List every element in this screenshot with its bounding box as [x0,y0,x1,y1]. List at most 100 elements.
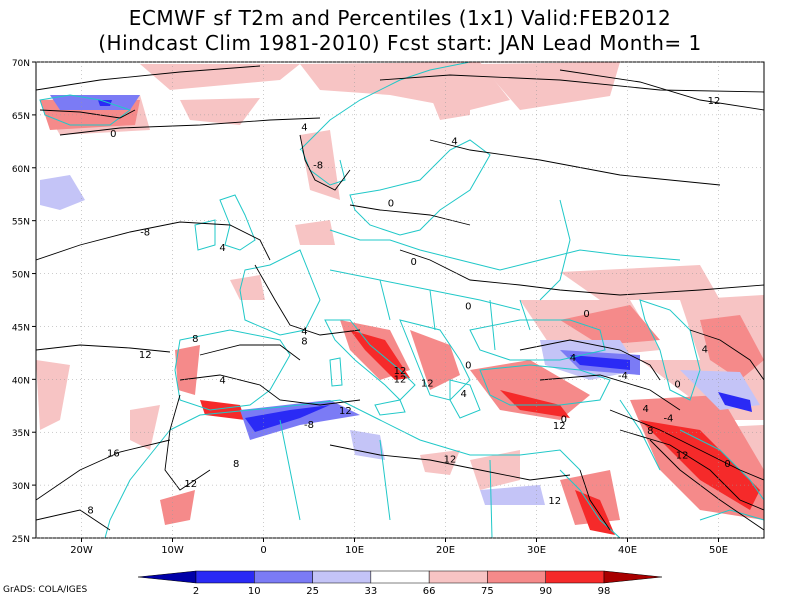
colorbar-label: 75 [481,586,494,597]
warm-anomaly-patch [300,130,340,200]
colorbar-label: 33 [364,586,377,597]
contour-label: 8 [301,336,307,347]
contour-label: 0 [110,129,116,140]
warm-anomaly-patch [430,92,470,120]
contour-line [399,249,764,296]
warm-anomaly-patch [230,275,265,300]
contour-label: -8 [313,161,323,172]
cold-anomaly-patch [240,400,360,440]
warm-anomaly-patch [130,405,160,450]
warm-anomaly-patch [470,450,520,490]
coastline-caspian [639,299,701,401]
cold-anomaly-patch [480,485,545,505]
warm-anomaly-patch [200,400,245,420]
country-borders [329,269,521,311]
country-borders [539,199,571,301]
contour-label: 4 [451,136,457,147]
country-borders [379,279,531,351]
contour-line [254,264,361,336]
warm-anomaly-patch [420,450,460,475]
coastline-west-africa [104,429,171,538]
lat-tick-label: 35N [12,429,30,439]
warm-anomaly-patch [410,330,460,390]
colorbar-swatch [254,570,313,584]
country-borders [279,399,661,538]
contour-label: -8 [140,227,150,238]
contour-label: 4 [219,243,225,254]
warm-anomaly-patch [500,390,570,418]
contour-label: 4 [219,375,225,386]
lat-tick-label: 60N [12,165,30,175]
coastline-sicily [374,399,406,416]
contour-label: 0 [583,309,589,320]
cold-anomaly-patch [245,405,330,432]
contour-line [36,509,111,531]
warm-anomaly-patch [180,98,260,125]
contour-line [36,439,171,501]
contour-label: 12 [676,450,689,461]
lat-tick-label: 55N [12,218,30,228]
lon-tick-label: 30E [527,545,546,556]
contour-line [199,344,301,361]
contour-line [36,221,271,261]
contour-label: 8 [192,334,198,345]
contour-label: 12 [553,421,566,432]
cold-anomaly-patch [718,392,752,412]
contour-label: 0 [388,199,394,210]
coastline-france [239,249,321,336]
lat-tick-label: 70N [12,59,30,69]
contour-label: 4 [301,327,307,338]
cold-anomaly-patch [98,100,112,106]
contour-line [619,429,764,511]
colorbar-label: 2 [193,586,199,597]
contour-label: 4 [301,123,307,134]
contour-line [349,204,471,226]
contour-label: 12 [548,496,561,507]
temperature-contours [36,65,764,531]
contour-label: 0 [465,301,471,312]
coastline-norway [299,62,471,151]
contour-line [539,374,681,411]
lat-tick-label: 30N [12,482,30,492]
contour-label: 4 [643,404,649,415]
lat-tick-label: 25N [12,535,30,545]
coastline-gulf [679,429,764,501]
lon-tick-label: 40E [618,545,637,556]
map-subtitle: (Hindcast Clim 1981-2010) Fcst start: JA… [98,31,702,55]
contour-label: 16 [107,448,120,459]
grid [36,61,764,539]
cold-anomaly-patch [40,175,85,210]
lon-tick-label: 50E [709,545,728,556]
coastline-britain [219,194,256,251]
lon-tick-label: 20E [436,545,455,556]
coastline-baltic [349,139,491,236]
contour-line [579,469,611,531]
coastline-greece [449,379,481,419]
contour-line [519,339,661,381]
contour-label: 12 [394,374,407,385]
coastline-red-sea [559,469,621,538]
contour-label: 12 [339,406,352,417]
contour-line [179,374,361,406]
warm-anomaly-patch [480,62,620,110]
lon-tick-label: 20W [70,545,93,556]
coastline-ireland [194,219,216,251]
warm-anomaly-patch [295,220,335,245]
axis-ticks [32,61,719,542]
contour-line [59,117,321,136]
lat-tick-label: 45N [12,323,30,333]
contour-label: 0 [724,459,730,470]
contour-label: 8 [87,505,93,516]
contour-label: 0 [674,380,680,391]
contour-label: -8 [304,420,314,431]
coastline-black-sea [469,319,606,361]
contour-line [379,74,764,93]
warm-anomaly-patch [36,360,70,430]
colorbar-swatch [195,570,255,584]
warm-anomaly-patch [560,265,720,300]
contour-label: 0 [410,257,416,268]
warm-anomaly-patch [300,62,510,110]
contour-label: 12 [139,350,152,361]
lat-tick-label: 40N [12,376,30,386]
